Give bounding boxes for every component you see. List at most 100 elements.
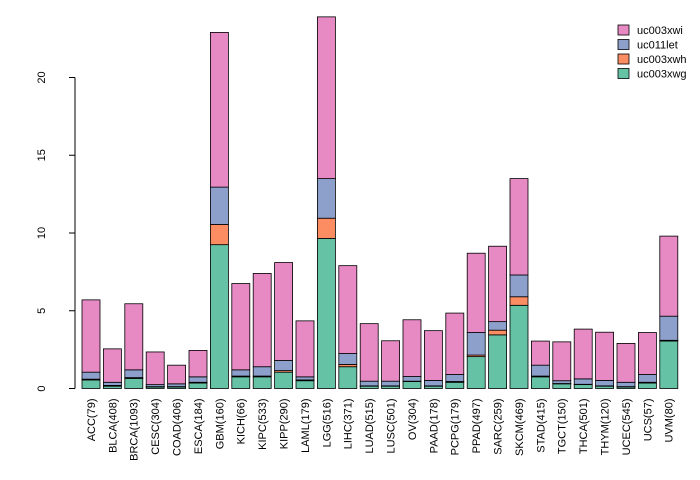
bar-segment-uc003xwi: [466, 252, 486, 333]
bar-segment-uc011let: [316, 178, 336, 219]
bar-segment-uc003xwg: [316, 238, 336, 389]
bar-segment-uc011let: [466, 332, 486, 356]
bar-segment-uc003xwg: [81, 379, 101, 389]
x-tick-label: LGG(516): [321, 399, 333, 448]
bar-segment-uc011let: [552, 380, 572, 384]
bar-segment-uc003xwi: [402, 319, 422, 377]
bar-segment-uc011let: [638, 374, 657, 383]
bar-segment-uc011let: [295, 376, 315, 381]
x-tick-label: OV(304): [407, 399, 419, 441]
bar-segment-uc011let: [103, 381, 122, 386]
bar-segment-uc003xwi: [81, 299, 101, 373]
bar-segment-uc011let: [252, 366, 272, 377]
x-tick-label: ACC(79): [86, 399, 98, 442]
x-tick-label: ESCA(184): [193, 399, 205, 455]
bar-segment-uc003xwi: [295, 320, 315, 378]
bar-segment-uc003xwg: [509, 304, 529, 389]
bar-segment-uc003xwh: [488, 329, 508, 336]
legend-label: uc003xwh: [637, 54, 687, 66]
bar-segment-uc003xwi: [252, 273, 272, 368]
bar-segment-uc003xwi: [509, 178, 529, 276]
bar-segment-uc003xwi: [638, 332, 657, 375]
legend-swatch-uc003xwh: [617, 53, 630, 65]
y-axis: 0 5 10 15 20: [36, 71, 76, 392]
bar-segment-uc011let: [488, 321, 508, 331]
x-tick-label: UCEC(545): [621, 399, 633, 456]
x-tick-label: PAAD(178): [428, 399, 440, 454]
x-tick-label: SARC(259): [492, 399, 504, 455]
y-tick-label: 10: [36, 227, 48, 239]
bar-segment-uc011let: [167, 383, 187, 388]
bar-segment-uc011let: [445, 374, 465, 382]
bar-segment-uc011let: [531, 364, 550, 377]
bar-segment-uc003xwh: [209, 224, 229, 246]
bar-segment-uc011let: [573, 378, 593, 385]
bar-segment-uc011let: [509, 274, 529, 298]
bar-segment-uc003xwi: [552, 341, 572, 382]
bar-segment-uc011let: [188, 376, 208, 383]
bar-segment-uc011let: [338, 353, 358, 365]
bar-segment-uc011let: [616, 381, 636, 388]
bar-segment-uc003xwg: [274, 371, 294, 389]
bar-segment-uc003xwi: [423, 330, 443, 381]
x-tick-label: CESC(304): [150, 399, 162, 455]
bar-segment-uc003xwi: [103, 348, 122, 383]
bar-segment-uc003xwh: [509, 296, 529, 306]
bar-segment-uc011let: [423, 380, 443, 387]
bar-segment-uc003xwh: [316, 217, 336, 239]
bar-segment-uc003xwg: [466, 356, 486, 389]
bar-segment-uc003xwi: [488, 245, 508, 323]
bar-segment-uc003xwg: [573, 384, 593, 389]
bar-segment-uc011let: [402, 376, 422, 382]
bar-segment-uc011let: [659, 315, 679, 341]
x-tick-label: BLCA(408): [107, 399, 119, 453]
legend-swatch-uc003xwg: [617, 68, 630, 79]
bar-segment-uc003xwg: [252, 376, 272, 389]
x-tick-label: BRCA(1093): [129, 399, 141, 461]
bars: [81, 16, 679, 389]
bar-segment-uc003xwi: [595, 331, 614, 381]
bar-segment-uc011let: [81, 371, 101, 380]
x-tick-label: PPAD(497): [471, 399, 483, 454]
bar-segment-uc003xwg: [552, 383, 572, 389]
bar-segment-uc003xwi: [274, 262, 294, 361]
x-tick-label: PCPG(179): [450, 399, 462, 456]
bar-segment-uc003xwi: [616, 343, 636, 383]
bar-segment-uc003xwg: [445, 381, 465, 389]
y-tick-label: 5: [36, 308, 48, 314]
bar-segment-uc003xwi: [124, 303, 144, 371]
y-tick-label: 15: [36, 149, 48, 161]
bar-segment-uc003xwg: [209, 244, 229, 389]
x-tick-label: LAML(179): [300, 399, 312, 453]
bar-segment-uc003xwg: [124, 377, 144, 389]
bar-segment-uc011let: [595, 380, 614, 387]
bar-segment-uc003xwi: [381, 340, 401, 382]
x-tick-label: KIPC(533): [257, 399, 269, 450]
x-tick-label: KICH(66): [236, 399, 248, 445]
x-tick-label: UVM(80): [664, 399, 676, 443]
x-tick-label: LUAD(515): [364, 399, 376, 454]
x-tick-label: KIPP(290): [278, 399, 290, 450]
x-axis: ACC(79) BLCA(408) BRCA(1093) CESC(304) COAD(…: [86, 399, 676, 461]
bar-segment-uc003xwi: [188, 350, 208, 378]
bar-segment-uc003xwg: [188, 382, 208, 389]
legend-label: uc003xwg: [637, 68, 687, 80]
bar-segment-uc003xwi: [231, 283, 251, 371]
x-tick-label: THYM(120): [599, 399, 611, 456]
bar-segment-uc003xwi: [167, 364, 187, 385]
bar-segment-uc011let: [381, 380, 401, 387]
bar-segment-uc003xwi: [145, 351, 165, 386]
x-tick-label: THCA(501): [578, 399, 590, 455]
bar-segment-uc003xwg: [488, 334, 508, 389]
bar-segment-uc011let: [209, 186, 229, 225]
x-tick-label: TGCT(150): [557, 399, 569, 455]
bar-segment-uc003xwg: [659, 340, 679, 389]
bar-segment-uc003xwi: [445, 312, 465, 375]
x-tick-label: COAD(406): [171, 399, 183, 456]
bar-segment-uc003xwi: [359, 323, 379, 382]
bar-segment-uc011let: [274, 360, 294, 372]
bar-segment-uc011let: [359, 380, 379, 387]
legend-label: uc003xwi: [637, 25, 683, 37]
bar-segment-uc003xwg: [531, 376, 550, 389]
